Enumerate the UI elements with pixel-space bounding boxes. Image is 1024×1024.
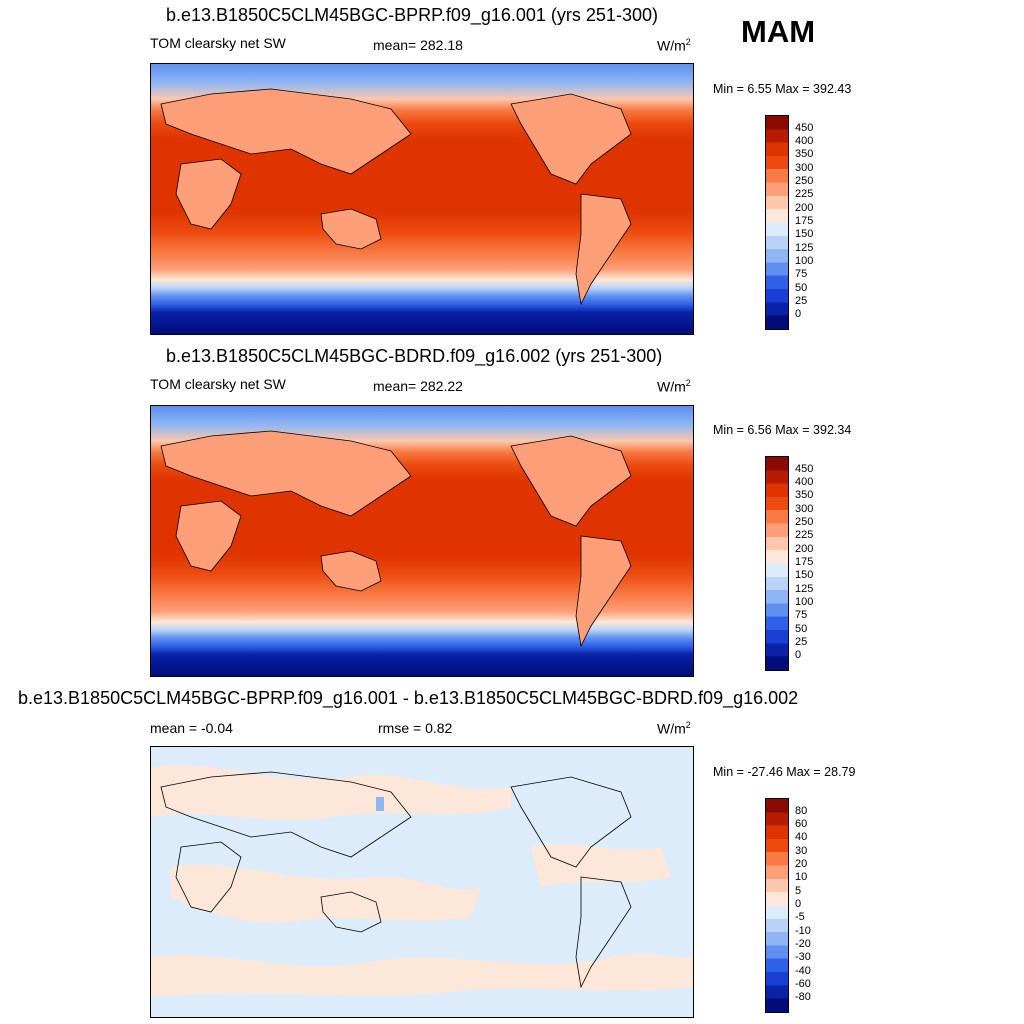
panel-3-colorbar-tick: -5 bbox=[795, 911, 805, 924]
panel-3-units: W/m2 bbox=[657, 720, 691, 737]
panel-3-map bbox=[150, 746, 694, 1018]
panel-1-colorbar-tick: 300 bbox=[795, 161, 814, 174]
panel-3-colorbar-tick: 10 bbox=[795, 871, 808, 884]
panel-2-title: b.e13.B1850C5CLM45BGC-BDRD.f09_g16.002 (… bbox=[166, 346, 663, 366]
panel-2-colorbar-box bbox=[765, 456, 789, 671]
panel-2-colorbar: 450 400 350 300 250 225 200 175 150 125 100 75 50 25 0 bbox=[765, 456, 845, 671]
panel-2-mean-label: mean= 282.22 bbox=[373, 378, 463, 394]
panel-3-colorbar-box bbox=[765, 798, 789, 1013]
panel-3-minmax: Min = -27.46 Max = 28.79 bbox=[713, 765, 856, 779]
panel-1-colorbar-tick: 350 bbox=[795, 148, 814, 161]
panel-2-colorbar-tick: 175 bbox=[795, 556, 814, 568]
panel-2-colorbar-tick: 300 bbox=[795, 502, 814, 515]
panel-2-colorbar-tick: 0 bbox=[795, 649, 802, 662]
panel-1-colorbar-tick: 100 bbox=[795, 254, 814, 267]
panel-3-mean-label: mean = -0.04 bbox=[150, 720, 233, 736]
panel-2-colorbar-tick: 225 bbox=[795, 529, 814, 542]
panel-1-colorbar-tick: 75 bbox=[795, 268, 808, 281]
panel-3-rmse-label: rmse = 0.82 bbox=[378, 720, 453, 736]
panel-1-colorbar-tick: 0 bbox=[795, 308, 802, 321]
panel-2-colorbar-tick: 100 bbox=[795, 595, 814, 608]
panel-2-colorbar-tick: 50 bbox=[795, 622, 808, 635]
panel-2-colorbar-tick: 25 bbox=[795, 635, 808, 648]
panel-3-colorbar-tick: -30 bbox=[795, 951, 811, 964]
panel-2-colorbar-tick: 75 bbox=[795, 609, 808, 622]
panel-3-colorbar-tick: 5 bbox=[795, 884, 802, 897]
panel-3-colorbar-tick: -20 bbox=[795, 937, 811, 950]
panel-3-negative-spot bbox=[376, 797, 384, 811]
panel-1-colorbar-tick: 200 bbox=[795, 201, 814, 214]
panel-3-coastlines bbox=[160, 771, 632, 989]
panel-3-colorbar-tick: 80 bbox=[795, 804, 808, 817]
panel-1-minmax: Min = 6.55 Max = 392.43 bbox=[713, 82, 852, 96]
panel-1-coastlines bbox=[160, 88, 632, 306]
panel-3-colorbar-tick: -40 bbox=[795, 964, 811, 977]
panel-3-colorbar: 80 60 40 30 20 10 5 0 -5 -10 -20 -30 -40 -60 -80 bbox=[765, 798, 845, 1013]
panel-3-colorbar-tick: -80 bbox=[795, 991, 811, 1004]
panel-1-colorbar: 450 400 350 300 250 225 200 175 150 125 100 75 50 25 0 bbox=[765, 115, 845, 330]
panel-3-positive-regions bbox=[151, 764, 693, 997]
panel-2-colorbar-tick: 400 bbox=[795, 476, 814, 489]
panel-2-colorbar-tick: 450 bbox=[795, 462, 814, 475]
panel-2-colorbar-tick: 125 bbox=[795, 582, 814, 595]
panel-2-variable-label: TOM clearsky net SW bbox=[150, 376, 286, 392]
panel-3-colorbar-tick: 30 bbox=[795, 844, 808, 857]
panel-1-title: b.e13.B1850C5CLM45BGC-BPRP.f09_g16.001 (… bbox=[166, 5, 658, 25]
panel-3-colorbar-tick: 0 bbox=[795, 898, 802, 910]
panel-2-map-svg bbox=[151, 406, 693, 676]
panel-1-map-svg bbox=[151, 64, 693, 334]
panel-1-mean-label: mean= 282.18 bbox=[373, 37, 463, 53]
panel-3-colorbar-tick: -10 bbox=[795, 924, 811, 937]
panel-3-colorbar-tick: 20 bbox=[795, 858, 808, 871]
panel-1-colorbar-tick: 450 bbox=[795, 121, 814, 134]
panel-2-colorbar-tick: 150 bbox=[795, 569, 814, 582]
panel-3-colorbar-tick: -60 bbox=[795, 977, 811, 990]
panel-3-title: b.e13.B1850C5CLM45BGC-BPRP.f09_g16.001 -… bbox=[18, 688, 799, 708]
panel-2-coastlines bbox=[160, 430, 632, 648]
panel-1-colorbar-tick: 225 bbox=[795, 188, 814, 201]
panel-1-colorbar-tick: 50 bbox=[795, 281, 808, 294]
panel-3-colorbar-tick: 40 bbox=[795, 831, 808, 844]
panel-3-colorbar-tick: 60 bbox=[795, 818, 808, 831]
panel-2-colorbar-tick: 250 bbox=[795, 516, 814, 529]
panel-2-units: W/m2 bbox=[657, 378, 691, 395]
panel-1-colorbar-tick: 175 bbox=[795, 215, 814, 227]
panel-1-colorbar-tick: 25 bbox=[795, 294, 808, 307]
panel-1-variable-label: TOM clearsky net SW bbox=[150, 35, 286, 51]
panel-1-colorbar-tick: 250 bbox=[795, 175, 814, 188]
panel-1-units: W/m2 bbox=[657, 37, 691, 54]
panel-2-colorbar-tick: 350 bbox=[795, 489, 814, 502]
panel-2-colorbar-tick: 200 bbox=[795, 542, 814, 555]
panel-3-map-svg bbox=[151, 747, 693, 1017]
panel-2-minmax: Min = 6.56 Max = 392.34 bbox=[713, 423, 852, 437]
panel-1-map bbox=[150, 63, 694, 335]
panel-2-map bbox=[150, 405, 694, 677]
panel-1-colorbar-tick: 125 bbox=[795, 241, 814, 254]
panel-1-colorbar-box bbox=[765, 115, 789, 330]
panel-1-colorbar-tick: 400 bbox=[795, 135, 814, 148]
panel-1-colorbar-tick: 150 bbox=[795, 228, 814, 241]
season-label: MAM bbox=[741, 14, 816, 49]
